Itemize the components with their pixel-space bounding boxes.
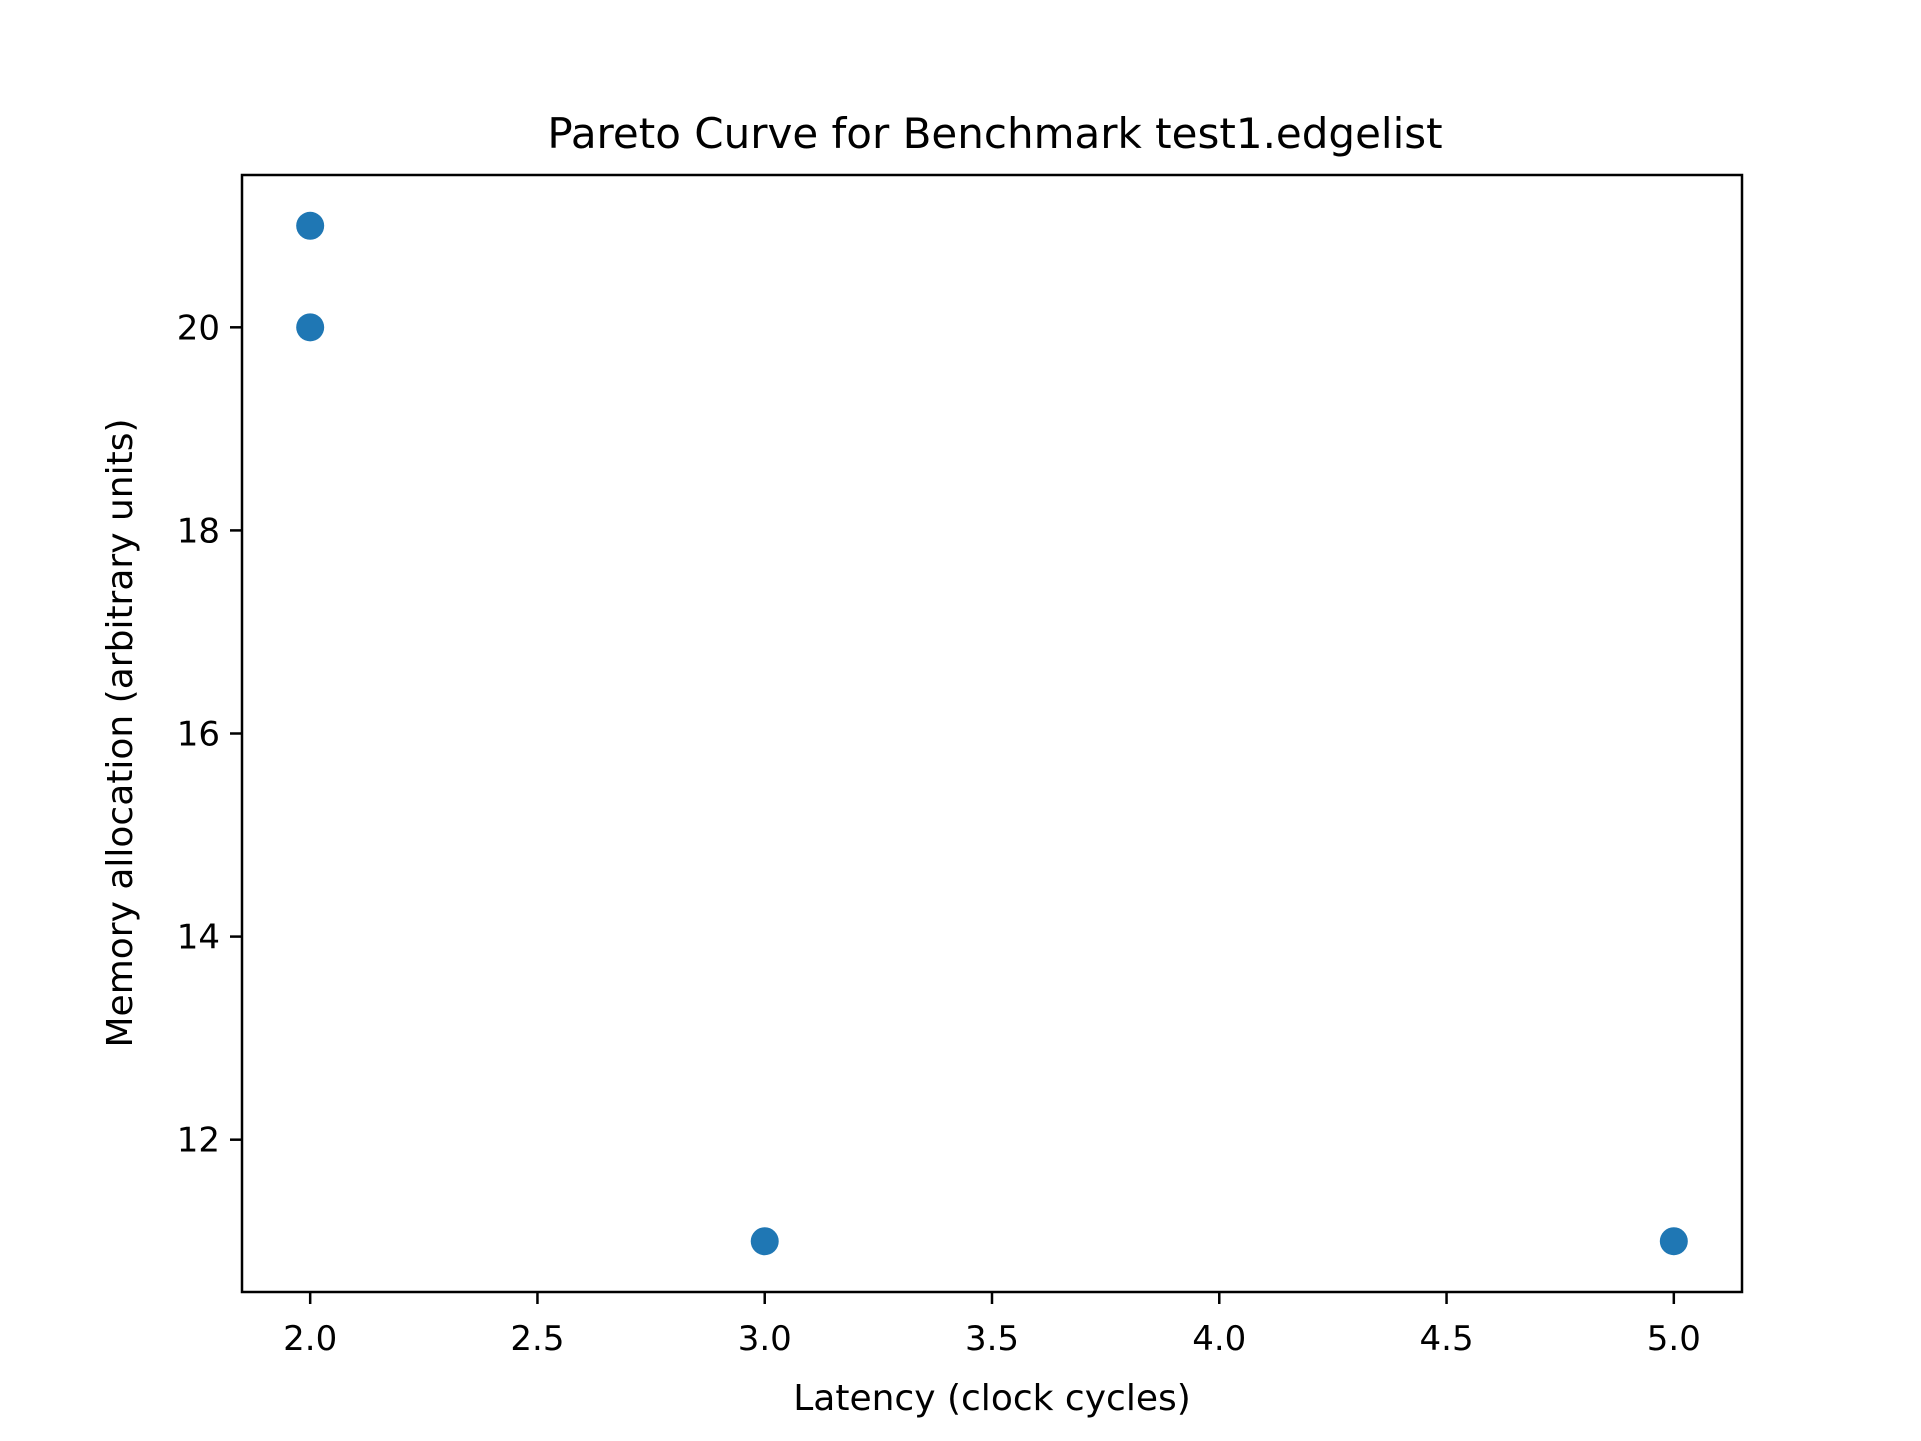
x-axis-ticks: 2.0 2.5 3.0 3.5 4.0 4.5 5.0 [283, 1292, 1701, 1359]
x-tick-label: 2.0 [283, 1319, 337, 1359]
y-axis-label: Memory allocation (arbitrary units) [100, 418, 141, 1047]
x-axis-label: Latency (clock cycles) [793, 1378, 1191, 1419]
y-tick-label: 14 [177, 918, 220, 958]
plot-frame [240, 173, 1744, 1294]
x-tick-label: 3.5 [965, 1319, 1019, 1359]
y-tick-label: 16 [177, 715, 220, 755]
x-tick-label: 2.5 [510, 1319, 564, 1359]
data-point [750, 1227, 779, 1256]
points-layer [296, 211, 1688, 1256]
y-tick-label: 18 [177, 511, 220, 551]
x-tick-label: 4.5 [1420, 1319, 1474, 1359]
chart-title: Pareto Curve for Benchmark test1.edgelis… [547, 109, 1442, 158]
x-tick-label: 4.0 [1192, 1319, 1246, 1359]
y-tick-label: 12 [177, 1121, 220, 1161]
y-axis-ticks: 12 14 16 18 20 [177, 308, 242, 1161]
x-tick-label: 5.0 [1647, 1319, 1701, 1359]
x-tick-label: 3.0 [738, 1319, 792, 1359]
data-point [296, 211, 325, 240]
data-point [296, 313, 325, 342]
y-tick-label: 20 [177, 308, 220, 348]
data-point [1659, 1227, 1688, 1256]
